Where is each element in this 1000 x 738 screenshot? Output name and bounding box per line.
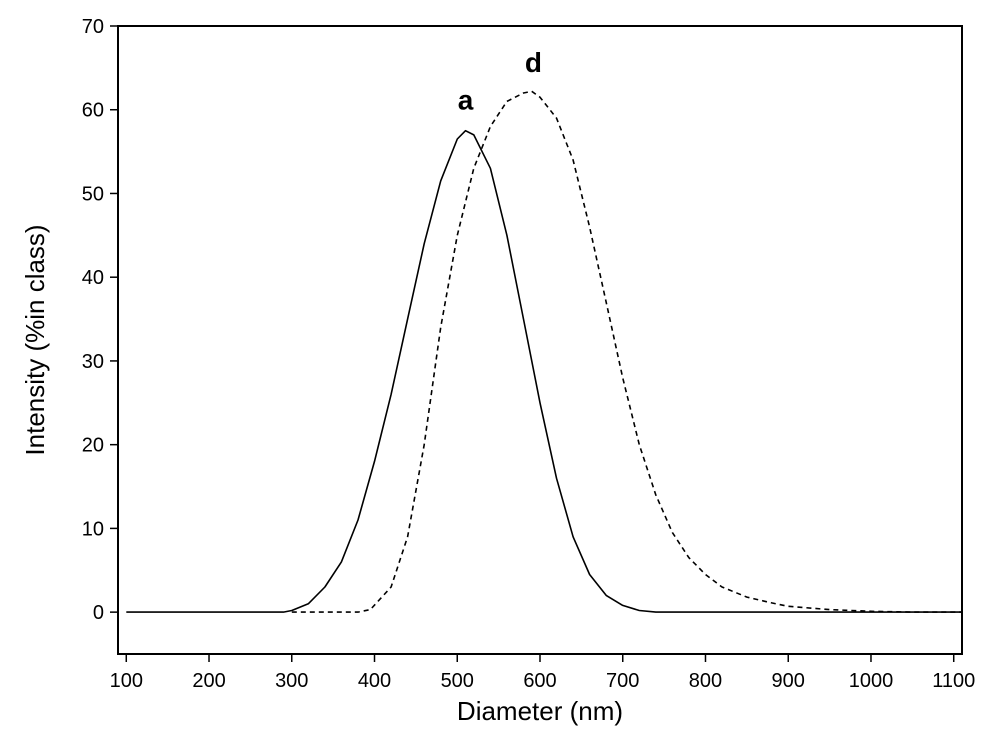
series-line-d	[291, 90, 962, 613]
y-tick-label: 50	[82, 183, 104, 205]
y-axis-title: Intensity (%in class)	[20, 224, 50, 455]
x-tick-label: 200	[192, 670, 225, 692]
x-tick-label: 1000	[849, 670, 894, 692]
y-tick-label: 20	[82, 435, 104, 457]
y-tick-label: 60	[82, 100, 104, 122]
y-tick-label: 10	[82, 518, 104, 540]
x-tick-label: 400	[358, 670, 391, 692]
series-label-a: a	[458, 85, 474, 116]
series-label-d: d	[525, 47, 542, 78]
x-tick-label: 900	[772, 670, 805, 692]
x-tick-label: 700	[606, 670, 639, 692]
x-tick-label: 1100	[932, 670, 975, 692]
x-tick-label: 500	[441, 670, 474, 692]
y-tick-label: 30	[82, 351, 104, 373]
y-tick-label: 40	[82, 267, 104, 289]
series-lines	[126, 90, 962, 613]
x-tick-label: 300	[275, 670, 308, 692]
series-annotations: ad	[458, 47, 542, 116]
x-tick-label: 800	[689, 670, 722, 692]
y-tick-label: 70	[82, 16, 104, 38]
y-tick-label: 0	[93, 602, 104, 624]
series-line-a	[126, 129, 962, 613]
plot-frame	[117, 25, 963, 655]
x-tick-label: 100	[110, 670, 143, 692]
x-axis-title: Diameter (nm)	[457, 696, 623, 726]
x-tick-label: 600	[523, 670, 556, 692]
axis-ticks: 100 200 300 400 500 600 700 800 900 1000 1100 0 10 20…	[82, 16, 975, 692]
